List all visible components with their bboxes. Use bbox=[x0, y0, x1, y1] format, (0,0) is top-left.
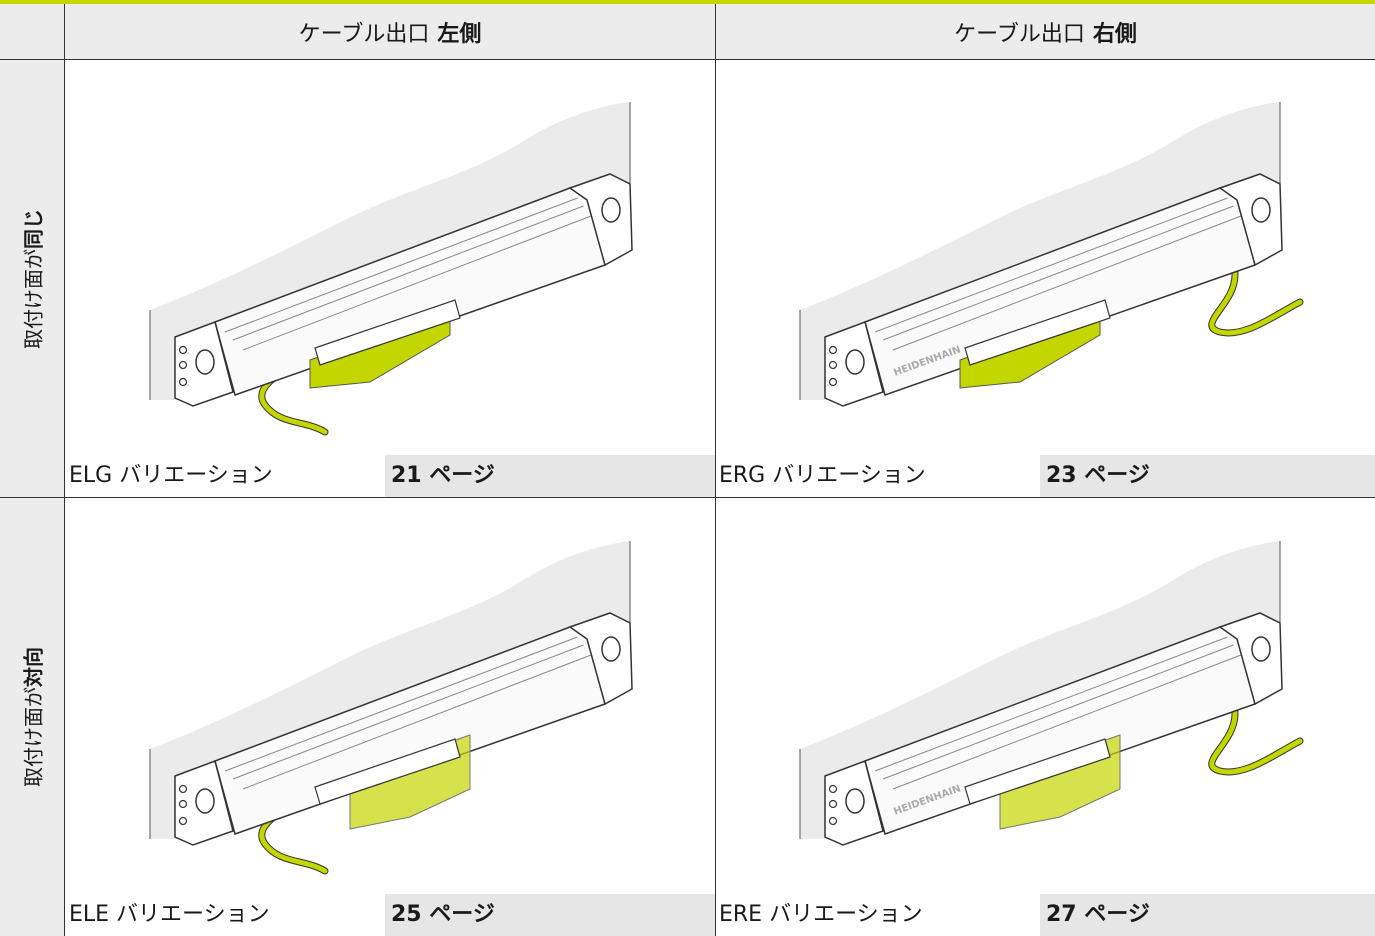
hole bbox=[601, 197, 621, 223]
end-cap bbox=[1218, 173, 1283, 267]
illustration bbox=[149, 102, 633, 436]
mounting-block bbox=[964, 738, 1111, 805]
screw bbox=[178, 360, 188, 370]
row-label-emphasis: 対向 bbox=[21, 646, 46, 687]
end-cap bbox=[568, 612, 633, 706]
corner bbox=[0, 4, 65, 60]
mounting-block bbox=[314, 299, 461, 366]
header-text: ケーブル出口 bbox=[954, 21, 1085, 47]
screw bbox=[828, 345, 838, 355]
hole bbox=[845, 349, 865, 375]
scale-rib bbox=[232, 205, 584, 341]
end-cap bbox=[568, 173, 633, 267]
page-reference: 21 ページ bbox=[385, 455, 715, 497]
header-emphasis: 左側 bbox=[437, 21, 482, 47]
column-header: ケーブル出口 右側 bbox=[715, 4, 1375, 60]
variant-label: ERE バリエーション bbox=[719, 902, 923, 927]
row-label-emphasis: 同じ bbox=[21, 208, 46, 249]
illustration: HEIDENHAIN bbox=[799, 102, 1304, 407]
label-strip: ERG バリエーション 23 ページ bbox=[715, 455, 1375, 497]
hole bbox=[195, 349, 215, 375]
page-reference: 25 ページ bbox=[385, 894, 715, 936]
column-header: ケーブル出口 左側 bbox=[65, 4, 715, 60]
end-cap bbox=[174, 321, 234, 407]
scale-rib bbox=[892, 654, 1242, 790]
scale-rib bbox=[242, 654, 592, 790]
mounting-block bbox=[314, 738, 461, 805]
row-label: 取付け面が対向 bbox=[0, 497, 65, 936]
scale-rib bbox=[882, 205, 1234, 341]
screw bbox=[828, 377, 838, 387]
row-label-plain: 取付け面が bbox=[21, 248, 46, 349]
hole bbox=[845, 788, 865, 814]
illustration bbox=[149, 541, 633, 875]
scale-rib bbox=[892, 215, 1242, 351]
page-reference: 27 ページ bbox=[1040, 894, 1375, 936]
scale-rib bbox=[242, 215, 592, 351]
cell: HEIDENHAIN ERG バリエーション 23 ページ bbox=[715, 60, 1375, 497]
row-label-text: 取付け面が同じ bbox=[18, 209, 47, 349]
hole bbox=[601, 636, 621, 662]
variant-label: ELE バリエーション bbox=[69, 902, 270, 927]
mounting-block bbox=[964, 299, 1111, 366]
row-divider bbox=[0, 497, 1375, 498]
scale-rib bbox=[232, 644, 584, 780]
scale-rib bbox=[874, 197, 1228, 333]
screw bbox=[828, 799, 838, 809]
cell: ELG バリエーション 21 ページ bbox=[65, 60, 715, 497]
page-reference: 23 ページ bbox=[1040, 455, 1375, 497]
row-label: 取付け面が同じ bbox=[0, 60, 65, 497]
screw bbox=[178, 345, 188, 355]
header-emphasis: 右側 bbox=[1092, 21, 1137, 47]
label-strip: ELE バリエーション 25 ページ bbox=[65, 894, 715, 936]
accent-line bbox=[0, 0, 1375, 4]
end-cap bbox=[174, 760, 234, 846]
row-label-text: 取付け面が対向 bbox=[18, 647, 47, 787]
scale-rib bbox=[874, 636, 1228, 772]
variant-label: ELG バリエーション bbox=[69, 463, 273, 488]
end-cap bbox=[1218, 612, 1283, 706]
screw bbox=[178, 377, 188, 387]
hole bbox=[195, 788, 215, 814]
label-strip: ELG バリエーション 21 ページ bbox=[65, 455, 715, 497]
screw bbox=[828, 360, 838, 370]
screw bbox=[178, 784, 188, 794]
column-divider bbox=[715, 4, 716, 936]
screw bbox=[178, 816, 188, 826]
scale-rib bbox=[882, 644, 1234, 780]
scale-rib bbox=[224, 636, 578, 772]
row-label-plain: 取付け面が bbox=[21, 686, 46, 787]
hole bbox=[1251, 636, 1271, 662]
end-cap bbox=[824, 760, 884, 846]
screw bbox=[178, 799, 188, 809]
illustration: HEIDENHAIN bbox=[799, 541, 1304, 846]
screw bbox=[828, 784, 838, 794]
cell: HEIDENHAIN ERE バリエーション 27 ページ bbox=[715, 497, 1375, 936]
cell: ELE バリエーション 25 ページ bbox=[65, 497, 715, 936]
hole bbox=[1251, 197, 1271, 223]
header-text: ケーブル出口 bbox=[298, 21, 430, 47]
screw bbox=[828, 816, 838, 826]
scale-rib bbox=[224, 197, 578, 333]
end-cap bbox=[824, 321, 884, 407]
label-strip: ERE バリエーション 27 ページ bbox=[715, 894, 1375, 936]
variant-label: ERG バリエーション bbox=[719, 463, 926, 488]
